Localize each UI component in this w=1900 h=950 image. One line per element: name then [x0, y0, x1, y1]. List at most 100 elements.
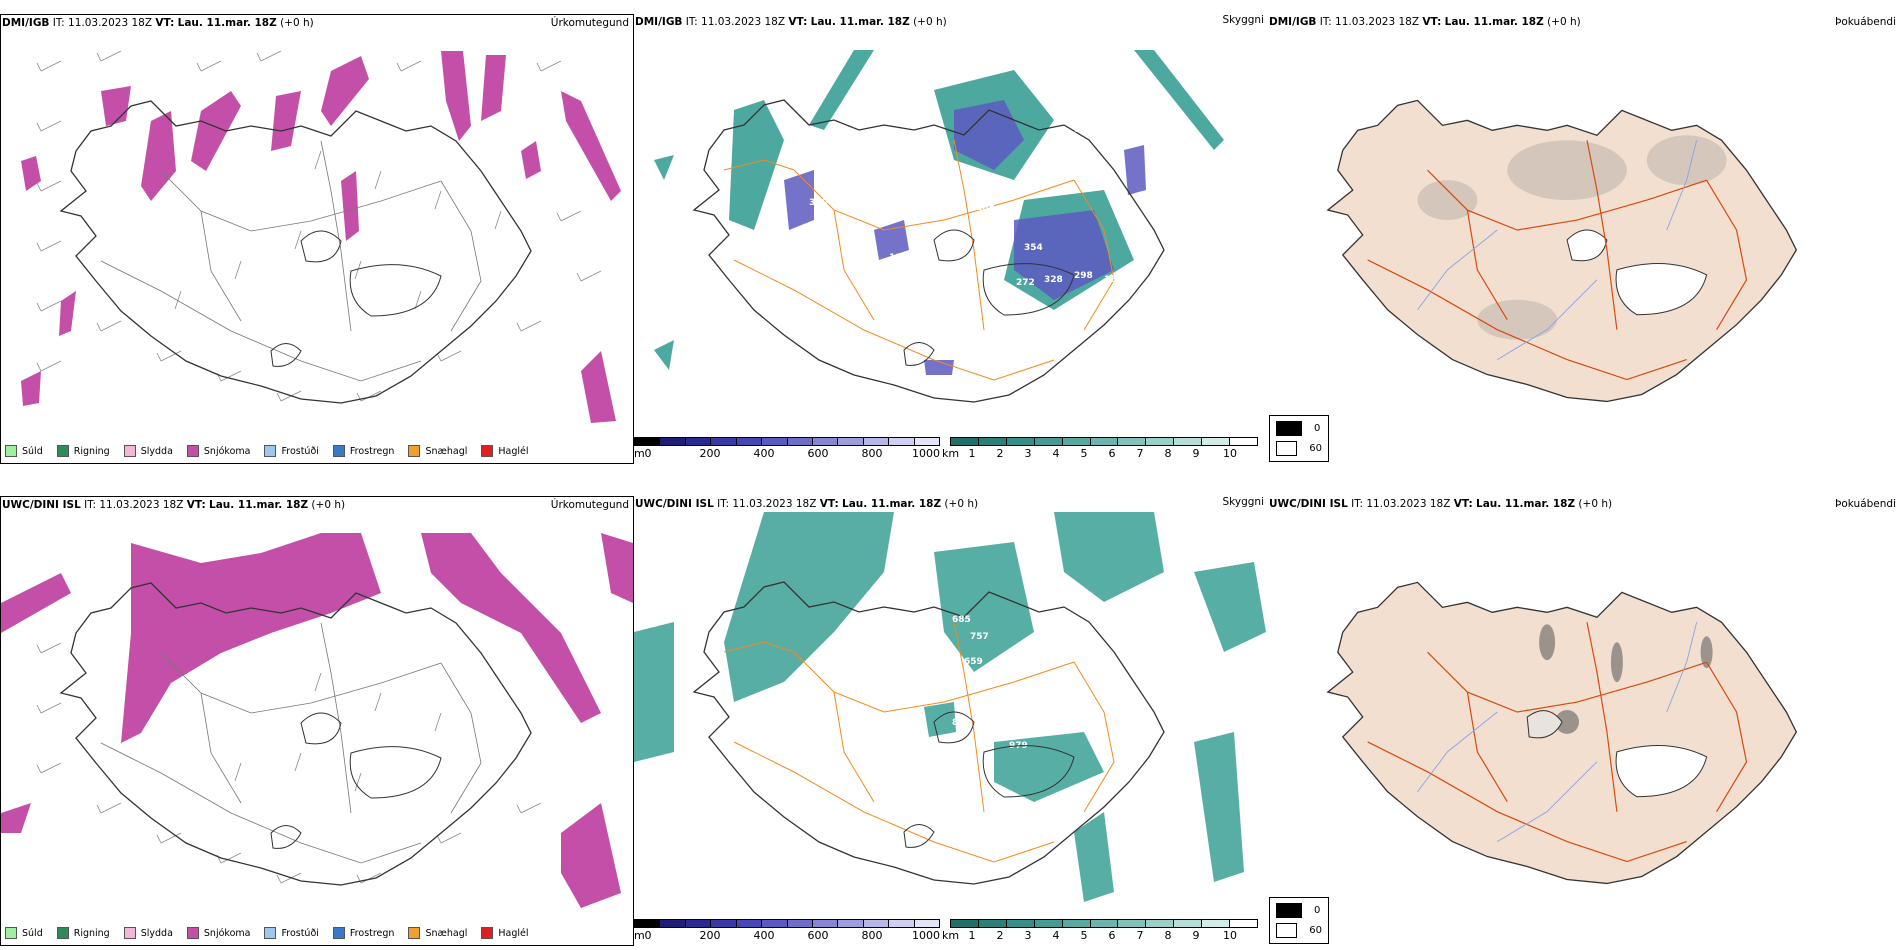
ceiling-unit: m [634, 447, 645, 460]
fog-title: Þokuábendi [1835, 16, 1896, 28]
glaciers [903, 711, 1075, 848]
panel-title-top-left: DMI/IGB IT: 11.03.2023 18Z VT: Lau. 11.m… [2, 17, 314, 29]
legend-item-haglel: Haglél [481, 445, 529, 457]
roads [1367, 140, 1748, 381]
low-visibility-areas [654, 50, 1224, 370]
panel-title-top-middle: DMI/IGB IT: 11.03.2023 18Z VT: Lau. 11.m… [635, 16, 947, 28]
legend-item-slydda: Slydda [123, 927, 173, 939]
visibility-swatch [951, 438, 979, 445]
svg-text:168: 168 [1104, 275, 1123, 285]
visibility-unit: km [942, 447, 960, 460]
wind-barbs [36, 642, 542, 884]
ceiling-swatch [812, 438, 839, 445]
snow-areas [21, 51, 621, 423]
visibility-swatch [1034, 438, 1063, 445]
precip-panel-bottom: UWC/DINI ISL IT: 11.03.2023 18Z VT: Lau.… [0, 496, 634, 946]
cloud-panel-top: DMI/IGB IT: 11.03.2023 18Z VT: Lau. 11.m… [634, 14, 1268, 464]
visibility-swatch [978, 438, 1007, 445]
visibility-swatch [1006, 920, 1035, 927]
roads [100, 622, 482, 864]
svg-text:409: 409 [1139, 623, 1158, 633]
visibility-swatch [1230, 438, 1257, 445]
panel-title-top-right: DMI/IGB IT: 11.03.2023 18Z VT: Lau. 11.m… [1269, 16, 1581, 28]
visibility-swatch [1230, 920, 1257, 927]
legend-item-sild: Súld [5, 445, 43, 457]
ceiling-swatch [914, 920, 940, 927]
cloud-base-labels: 672 360 187 200 324 354 272 328 298 168 … [779, 85, 1123, 288]
precip-type-title: Úrkomutegund [550, 17, 629, 29]
visibility-swatch [1202, 920, 1231, 927]
fog-title: Þokuábendi [1835, 498, 1896, 510]
svg-text:659: 659 [964, 657, 983, 667]
cloud-map-bottom: 685 757 659 865 979 409 912 [634, 512, 1266, 902]
panel-title-bottom-middle: UWC/DINI ISL IT: 11.03.2023 18Z VT: Lau.… [635, 498, 979, 510]
coastline [59, 100, 532, 404]
ceiling-swatch [838, 438, 864, 445]
svg-text:200: 200 [952, 251, 971, 261]
svg-text:912: 912 [1182, 627, 1201, 637]
fog-map-bottom [1326, 581, 1798, 885]
low-cloud-areas [784, 100, 1146, 375]
visibility-swatch [1090, 438, 1119, 445]
svg-text:865: 865 [952, 718, 971, 728]
roads [723, 139, 1115, 381]
visibility-swatch [1118, 438, 1147, 445]
panel-title-bottom-right: UWC/DINI ISL IT: 11.03.2023 18Z VT: Lau.… [1269, 498, 1613, 510]
legend-item-rigning: Rigning [56, 927, 110, 939]
svg-text:757: 757 [970, 632, 989, 642]
ceiling-swatch [889, 438, 915, 445]
ceiling-swatch [914, 438, 940, 445]
legend-item-snjokoma: Snjókoma [186, 445, 250, 457]
svg-text:98: 98 [1084, 85, 1097, 95]
ceiling-swatch [660, 920, 686, 927]
wind-barbs [36, 50, 602, 402]
precip-legend-top: Súld Rigning Slydda Snjókoma Frostúði Fr… [5, 445, 529, 457]
legend-item-frostudi: Frostúði [264, 445, 319, 457]
ceiling-swatch [711, 920, 737, 927]
rivers [1417, 140, 1698, 360]
roads [723, 621, 1115, 863]
visibility-swatch [1062, 920, 1091, 927]
precip-panel-top: DMI/IGB IT: 11.03.2023 18Z VT: Lau. 11.m… [0, 14, 634, 464]
ceiling-swatch [660, 438, 686, 445]
visibility-swatch [1146, 438, 1175, 445]
ceiling-swatch [711, 438, 737, 445]
coastline [59, 582, 532, 886]
ceiling-swatch [736, 920, 763, 927]
cloud-panel-bottom: UWC/DINI ISL IT: 11.03.2023 18Z VT: Lau.… [634, 496, 1268, 946]
glaciers [270, 230, 442, 367]
glaciers [903, 229, 1075, 366]
ceiling-swatch [635, 920, 661, 927]
svg-text:830: 830 [1074, 125, 1093, 135]
legend-item-frostregn: Frostregn [332, 445, 394, 457]
fog-key-bottom: 0 60 [1269, 897, 1329, 944]
coastline [692, 99, 1165, 403]
low-visibility-areas [634, 512, 1266, 902]
svg-text:272: 272 [1016, 278, 1035, 288]
visibility-swatch [978, 920, 1007, 927]
visibility-swatch [1118, 920, 1147, 927]
ceiling-swatch [685, 920, 712, 927]
fog-panel-bottom: UWC/DINI ISL IT: 11.03.2023 18Z VT: Lau.… [1268, 496, 1900, 946]
ceiling-swatch [863, 438, 890, 445]
ceiling-swatch [863, 920, 890, 927]
legend-item-slydda: Slydda [123, 445, 173, 457]
fog-map-top [1326, 99, 1798, 403]
ceiling-swatch [889, 920, 915, 927]
ceiling-swatch [736, 438, 763, 445]
legend-item-snaehagl: Snæhagl [408, 927, 467, 939]
cloud-map-top: 672 360 187 200 324 354 272 328 298 168 … [654, 50, 1224, 403]
svg-text:528: 528 [1104, 125, 1123, 135]
svg-text:328: 328 [1044, 275, 1063, 285]
svg-text:324: 324 [989, 253, 1008, 263]
ceiling-swatch [787, 438, 813, 445]
svg-text:298: 298 [1074, 271, 1093, 281]
ceiling-scale-top: m 0 200 400 600 800 1000 [634, 437, 940, 460]
panel-title-bottom-left: UWC/DINI ISL IT: 11.03.2023 18Z VT: Lau.… [2, 499, 346, 511]
glaciers [270, 712, 442, 849]
visibility-swatch [1174, 920, 1203, 927]
ceiling-swatch [762, 920, 788, 927]
legend-item-sild: Súld [5, 927, 43, 939]
legend-item-haglel: Haglél [481, 927, 529, 939]
visibility-swatch [1062, 438, 1091, 445]
